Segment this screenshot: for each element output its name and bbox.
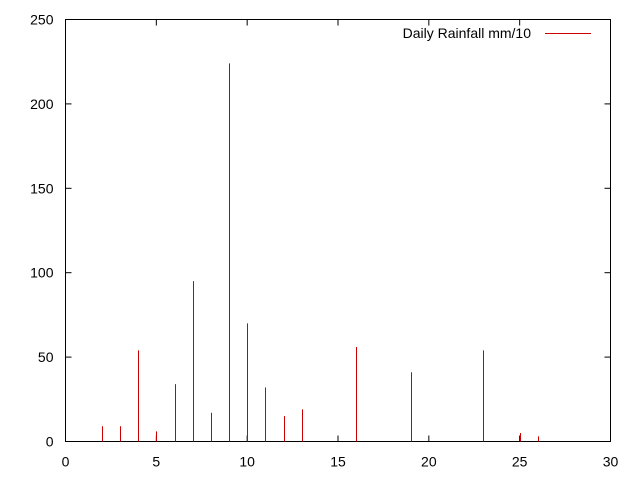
y-tick-label: 0 (46, 434, 54, 450)
y-tick-label: 200 (30, 96, 54, 112)
y-tick-label: 150 (30, 180, 54, 196)
x-tick-label: 0 (62, 454, 70, 470)
x-tick-label: 20 (421, 454, 437, 470)
impulse-series (102, 63, 539, 442)
x-tick-label: 10 (239, 454, 255, 470)
legend-label: Daily Rainfall mm/10 (403, 25, 532, 41)
x-tick-label: 25 (512, 454, 528, 470)
x-tick-label: 5 (152, 454, 160, 470)
legend: Daily Rainfall mm/10 (403, 25, 591, 41)
y-tick-label: 250 (30, 12, 54, 28)
x-tick-label: 30 (603, 454, 619, 470)
axis-ticks (65, 19, 611, 442)
y-tick-label: 50 (38, 349, 54, 365)
y-tick-label: 100 (30, 265, 54, 281)
x-tick-label: 15 (330, 454, 346, 470)
axis-tick-labels: 0 5 10 15 20 25 30 0 50 100 150 200 250 (30, 12, 618, 470)
plot-frame (65, 19, 611, 442)
